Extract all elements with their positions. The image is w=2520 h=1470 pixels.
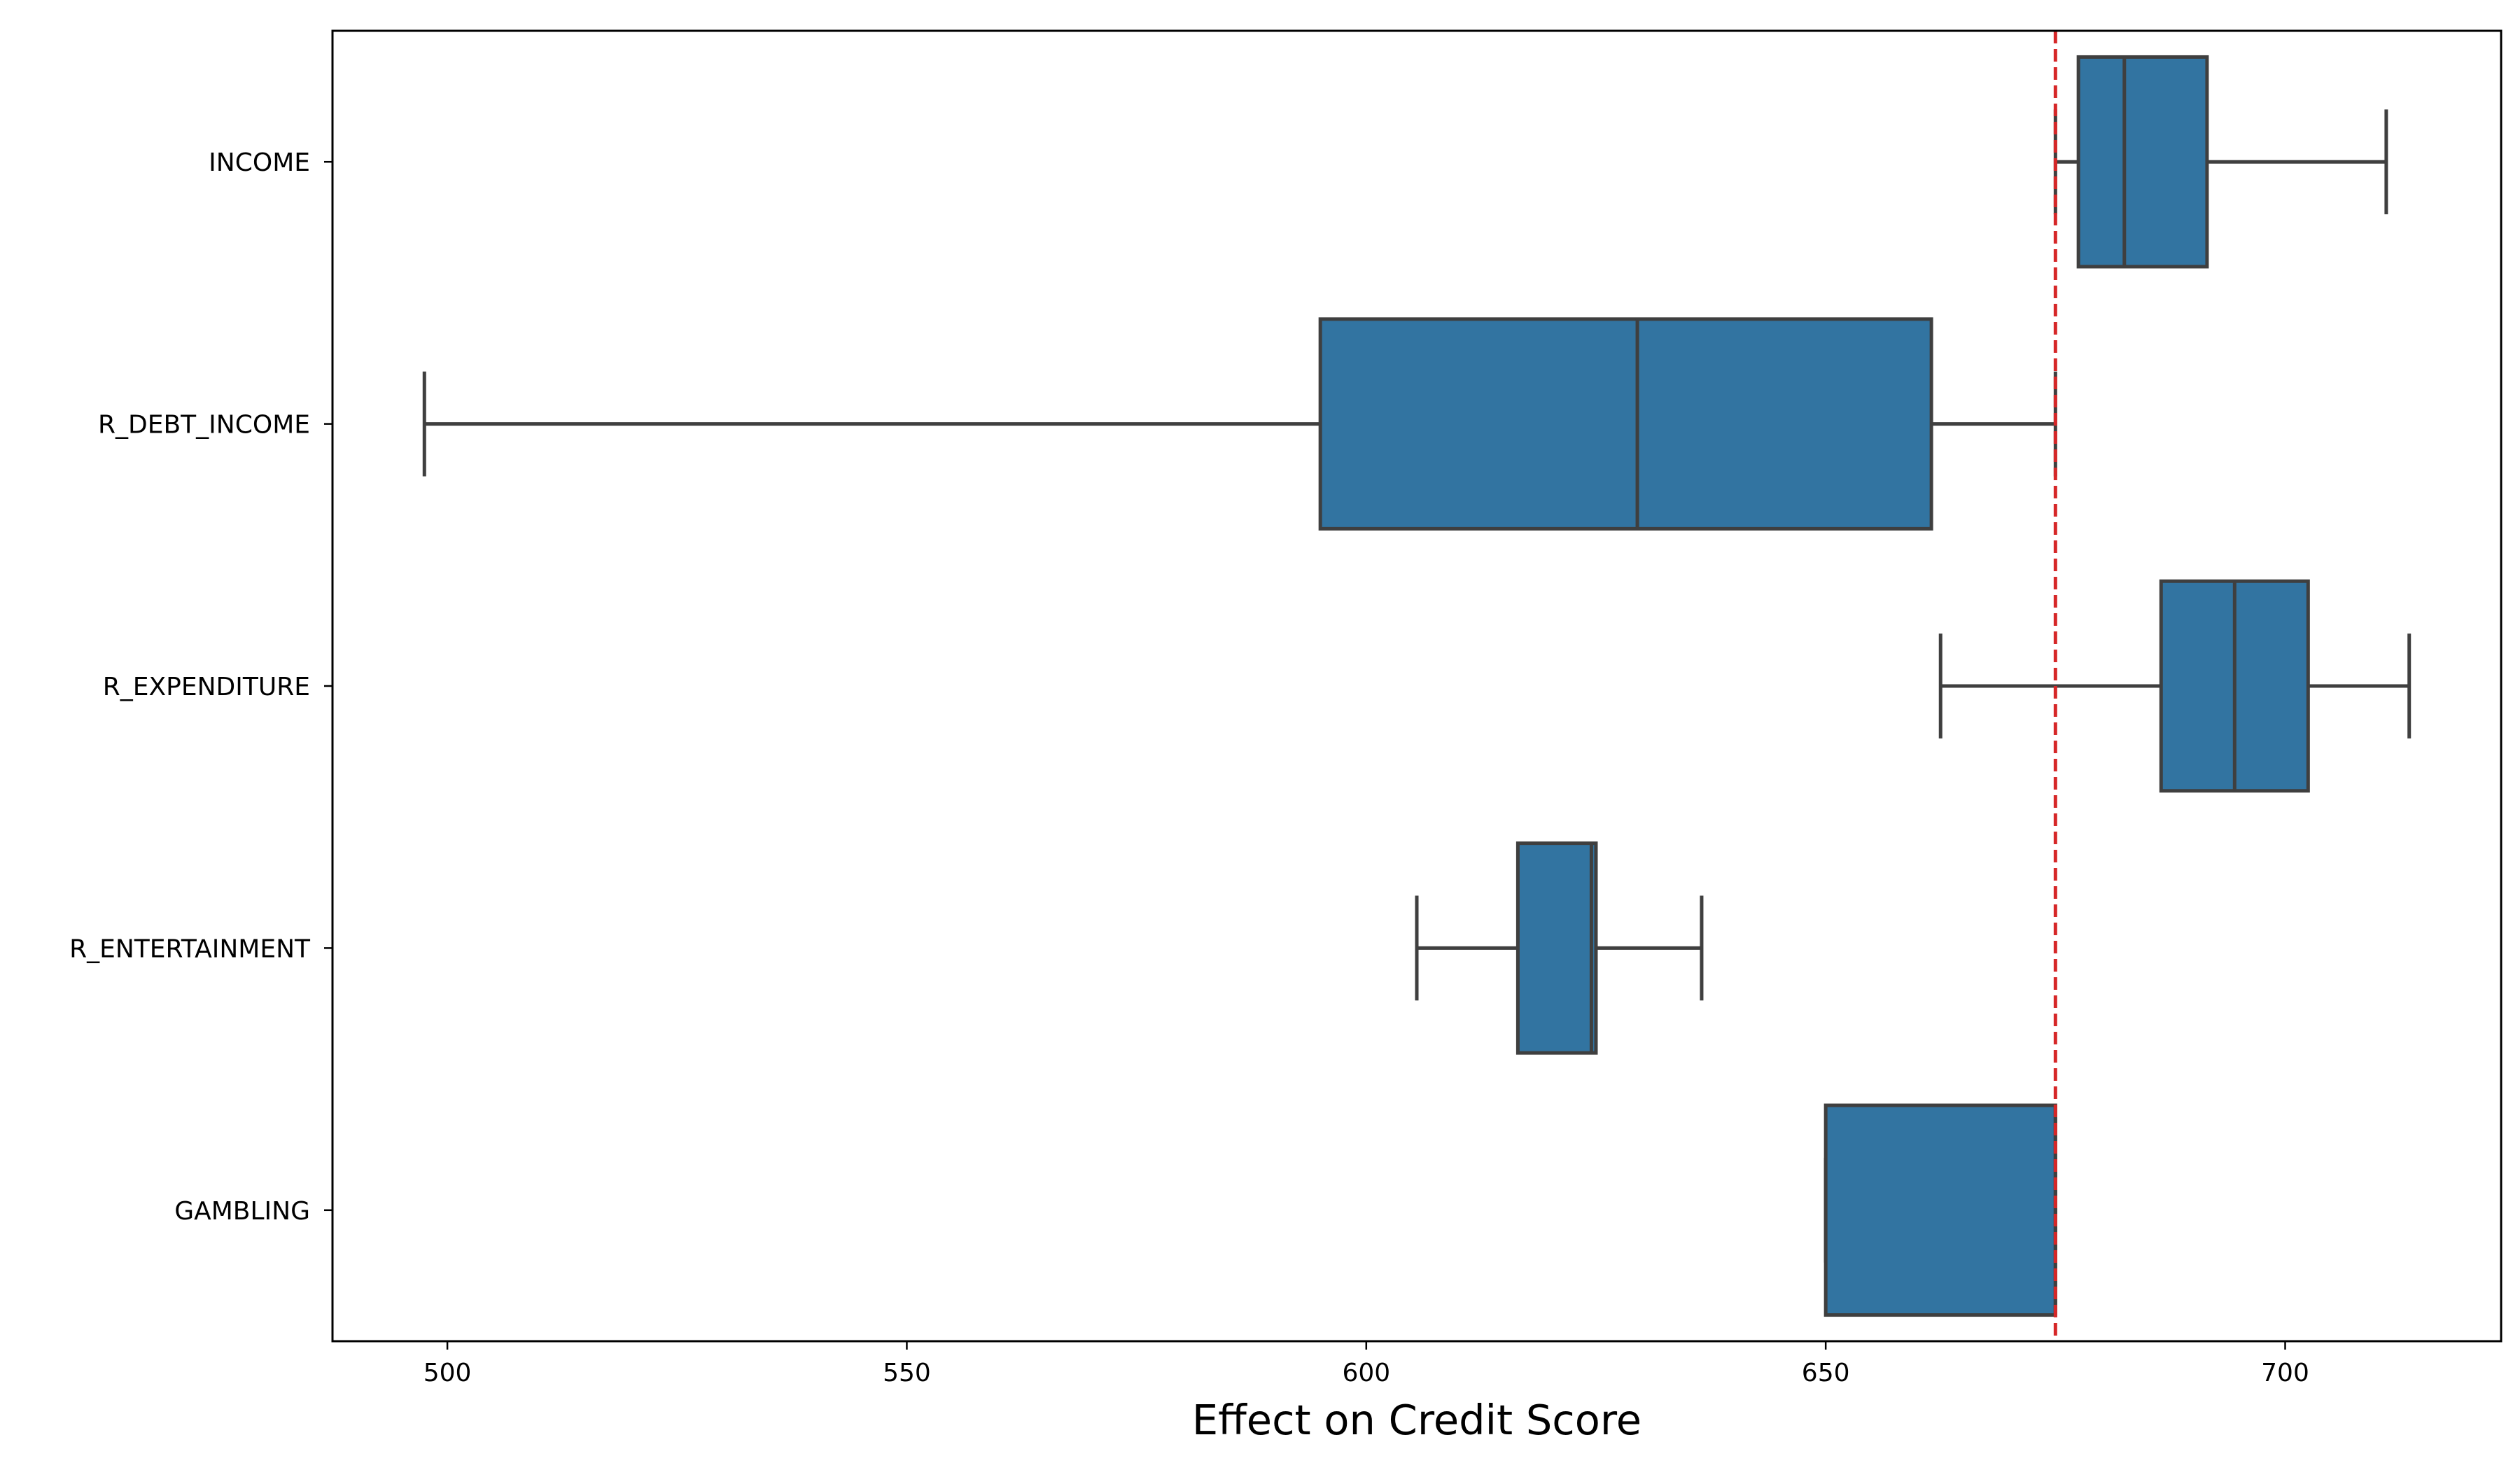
box [1823, 1103, 2057, 1317]
x-tick-label: 600 [1342, 1359, 1390, 1387]
y-tick-label: R_DEBT_INCOME [98, 411, 310, 440]
y-tick-label: INCOME [209, 148, 310, 177]
box [1516, 841, 1598, 1055]
box-group [1415, 841, 1704, 1055]
box-group [422, 317, 2057, 531]
x-axis-title: Effect on Credit Score [1192, 1396, 1642, 1444]
y-tick-label: GAMBLING [174, 1197, 310, 1226]
box [2076, 55, 2209, 269]
x-tick-label: 500 [424, 1359, 472, 1387]
y-axis: INCOME R_DEBT_INCOME R_EXPENDITURE R_ENTERT… [69, 148, 332, 1226]
box-group [1823, 1103, 2057, 1317]
y-tick-label: R_ENTERTAINMENT [69, 934, 311, 963]
x-tick-label: 550 [883, 1359, 931, 1387]
x-tick-label: 650 [1802, 1359, 1850, 1387]
x-axis: 500 550 600 650 700 [424, 1341, 2309, 1387]
box [1318, 317, 1933, 531]
box-group [1938, 579, 2412, 793]
boxes-layer [422, 55, 2412, 1317]
y-tick-label: R_EXPENDITURE [103, 673, 310, 701]
x-tick-label: 700 [2261, 1359, 2309, 1387]
